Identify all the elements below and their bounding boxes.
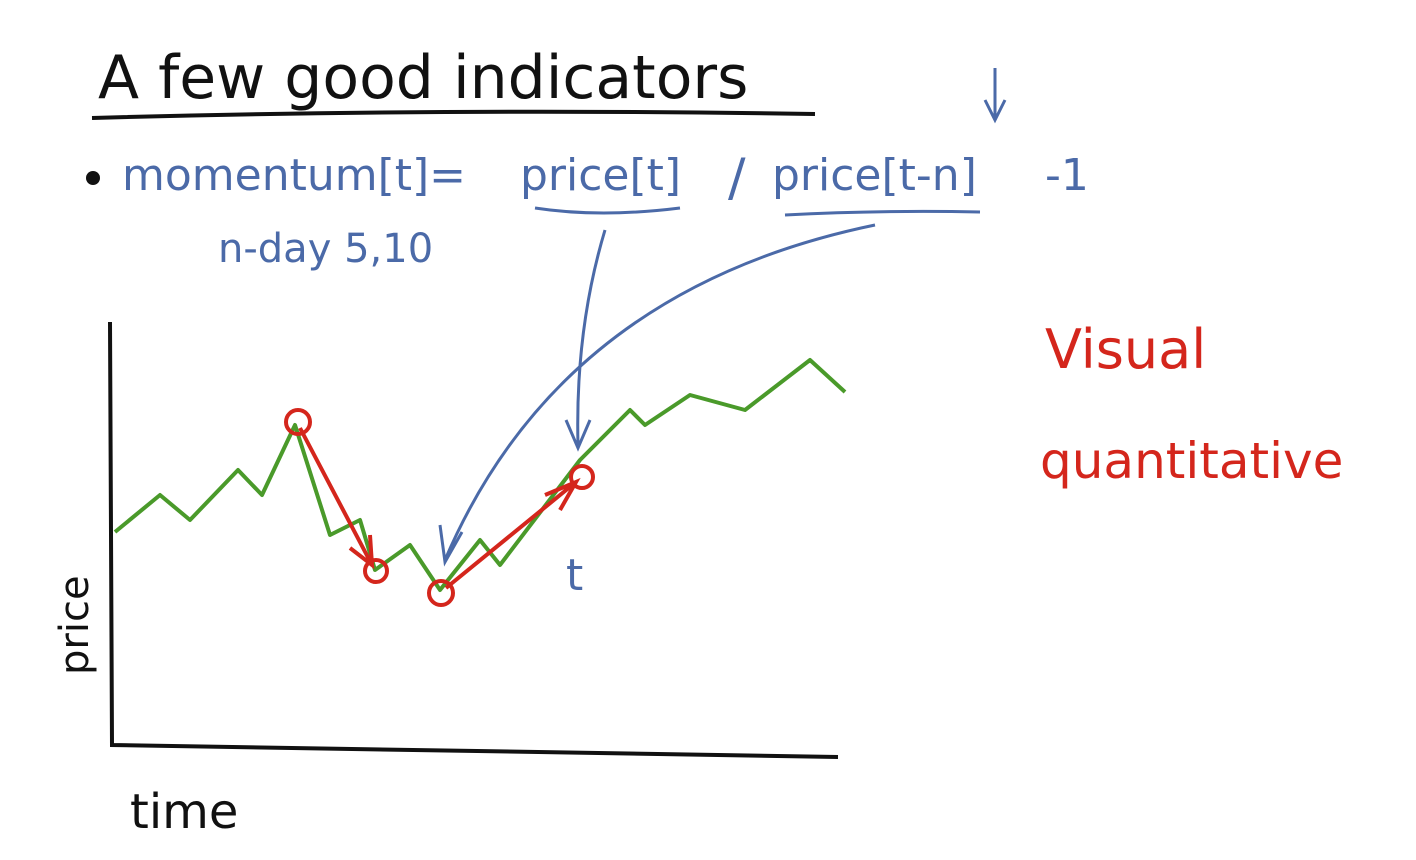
x-axis-label: time [130, 784, 238, 840]
point-circle [569, 464, 595, 490]
momentum-marks [284, 408, 595, 607]
note: quantitative [1040, 432, 1343, 490]
underline [784, 209, 981, 217]
formula-divide: / [728, 148, 746, 208]
bullet [86, 171, 100, 185]
formula-numerator: price[t] [520, 150, 681, 201]
axes [108, 321, 839, 759]
point-circle [363, 558, 389, 584]
arrow [564, 229, 607, 452]
point-label: t [566, 550, 583, 601]
arrow [444, 477, 581, 590]
formula-note: n-day 5,10 [218, 226, 433, 272]
arrow [298, 427, 375, 570]
arrow [438, 223, 876, 567]
note: Visual [1045, 318, 1206, 381]
y-axis-label: price [52, 575, 98, 675]
title-underline [91, 109, 816, 120]
underline [534, 206, 681, 215]
price-line [113, 358, 847, 592]
formula-lhs: momentum[t]= [122, 150, 466, 201]
point-circle [427, 579, 455, 607]
formula-denominator: price[t-n] [772, 150, 977, 201]
point-circle [284, 408, 312, 436]
title: A few good indicators [98, 43, 748, 113]
arrow [983, 68, 1007, 124]
formula-tail: -1 [1045, 150, 1089, 201]
